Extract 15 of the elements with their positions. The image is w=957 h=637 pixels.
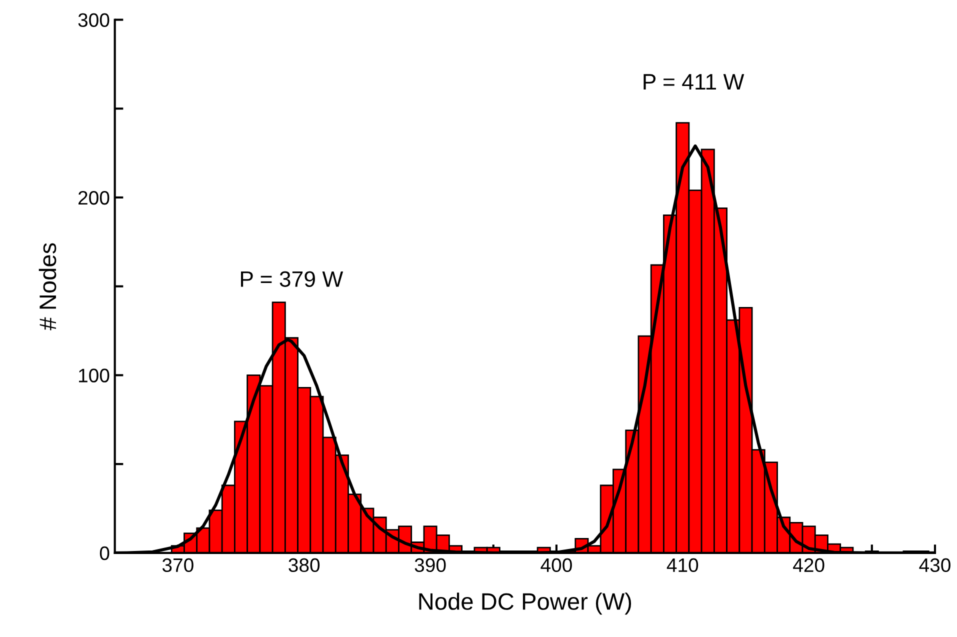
y-axis-title: # Nodes <box>38 243 56 330</box>
x-tick-label: 390 <box>414 558 446 572</box>
x-tick-label: 430 <box>919 558 950 572</box>
y-tick-label: 100 <box>79 368 110 382</box>
annotation: P = 379 W <box>241 271 344 287</box>
y-tick-label: 200 <box>78 190 110 205</box>
y-tick-label: 0 <box>100 546 110 560</box>
x-tick-label: 380 <box>288 558 320 572</box>
y-tick-label: 300 <box>78 13 110 27</box>
annotation: P = 411 W <box>644 74 744 90</box>
x-tick-label: 400 <box>540 558 572 572</box>
x-tick-label: 420 <box>793 558 824 572</box>
x-tick-label: 370 <box>162 558 194 572</box>
x-tick-label: 410 <box>666 558 698 572</box>
x-axis-title: Node DC Power (W) <box>419 592 632 615</box>
